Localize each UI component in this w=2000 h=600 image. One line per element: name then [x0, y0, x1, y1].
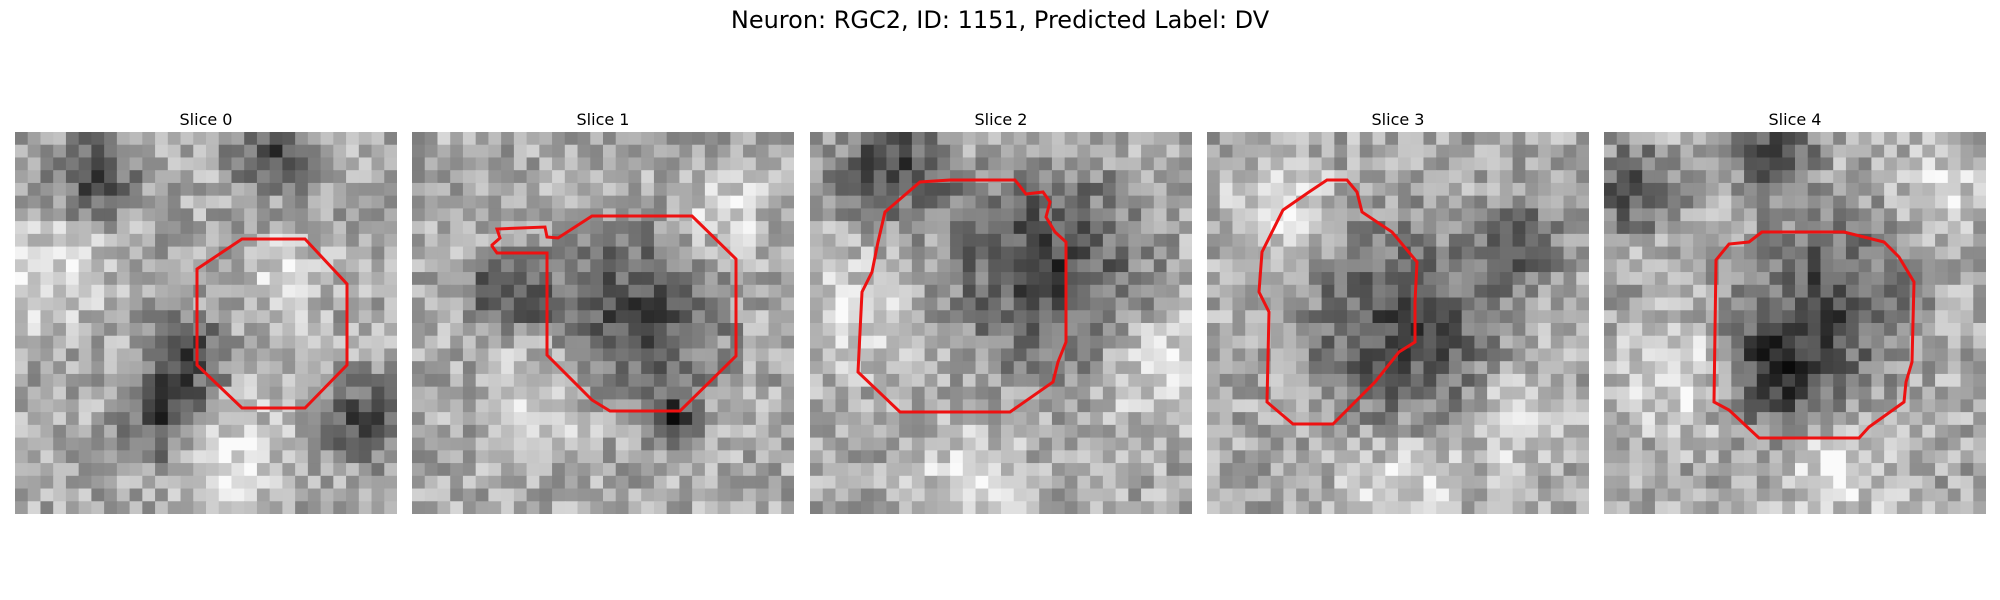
slice-panel-0: Slice 0	[15, 108, 397, 514]
slice-image-3	[1207, 132, 1589, 514]
neuron-contour-1	[490, 214, 738, 413]
slice-title-0: Slice 0	[179, 110, 233, 129]
slice-image-4	[1604, 132, 1986, 514]
slice-image-1	[412, 132, 794, 514]
neuron-contour-2	[856, 178, 1068, 414]
neuron-contour-0	[195, 237, 349, 410]
slice-image-0	[15, 132, 397, 514]
slice-panel-4: Slice 4	[1604, 108, 1986, 514]
slice-panel-1: Slice 1	[412, 108, 794, 514]
slice-panel-3: Slice 3	[1207, 108, 1589, 514]
slice-title-1: Slice 1	[576, 110, 630, 129]
slice-image-2	[810, 132, 1192, 514]
slice-title-3: Slice 3	[1371, 110, 1425, 129]
neuron-contour-3	[1257, 178, 1419, 426]
neuron-contour-4	[1712, 230, 1916, 440]
slice-title-2: Slice 2	[974, 110, 1028, 129]
figure-title: Neuron: RGC2, ID: 1151, Predicted Label:…	[730, 6, 1270, 34]
slice-panel-2: Slice 2	[810, 108, 1192, 514]
slice-title-4: Slice 4	[1768, 110, 1822, 129]
